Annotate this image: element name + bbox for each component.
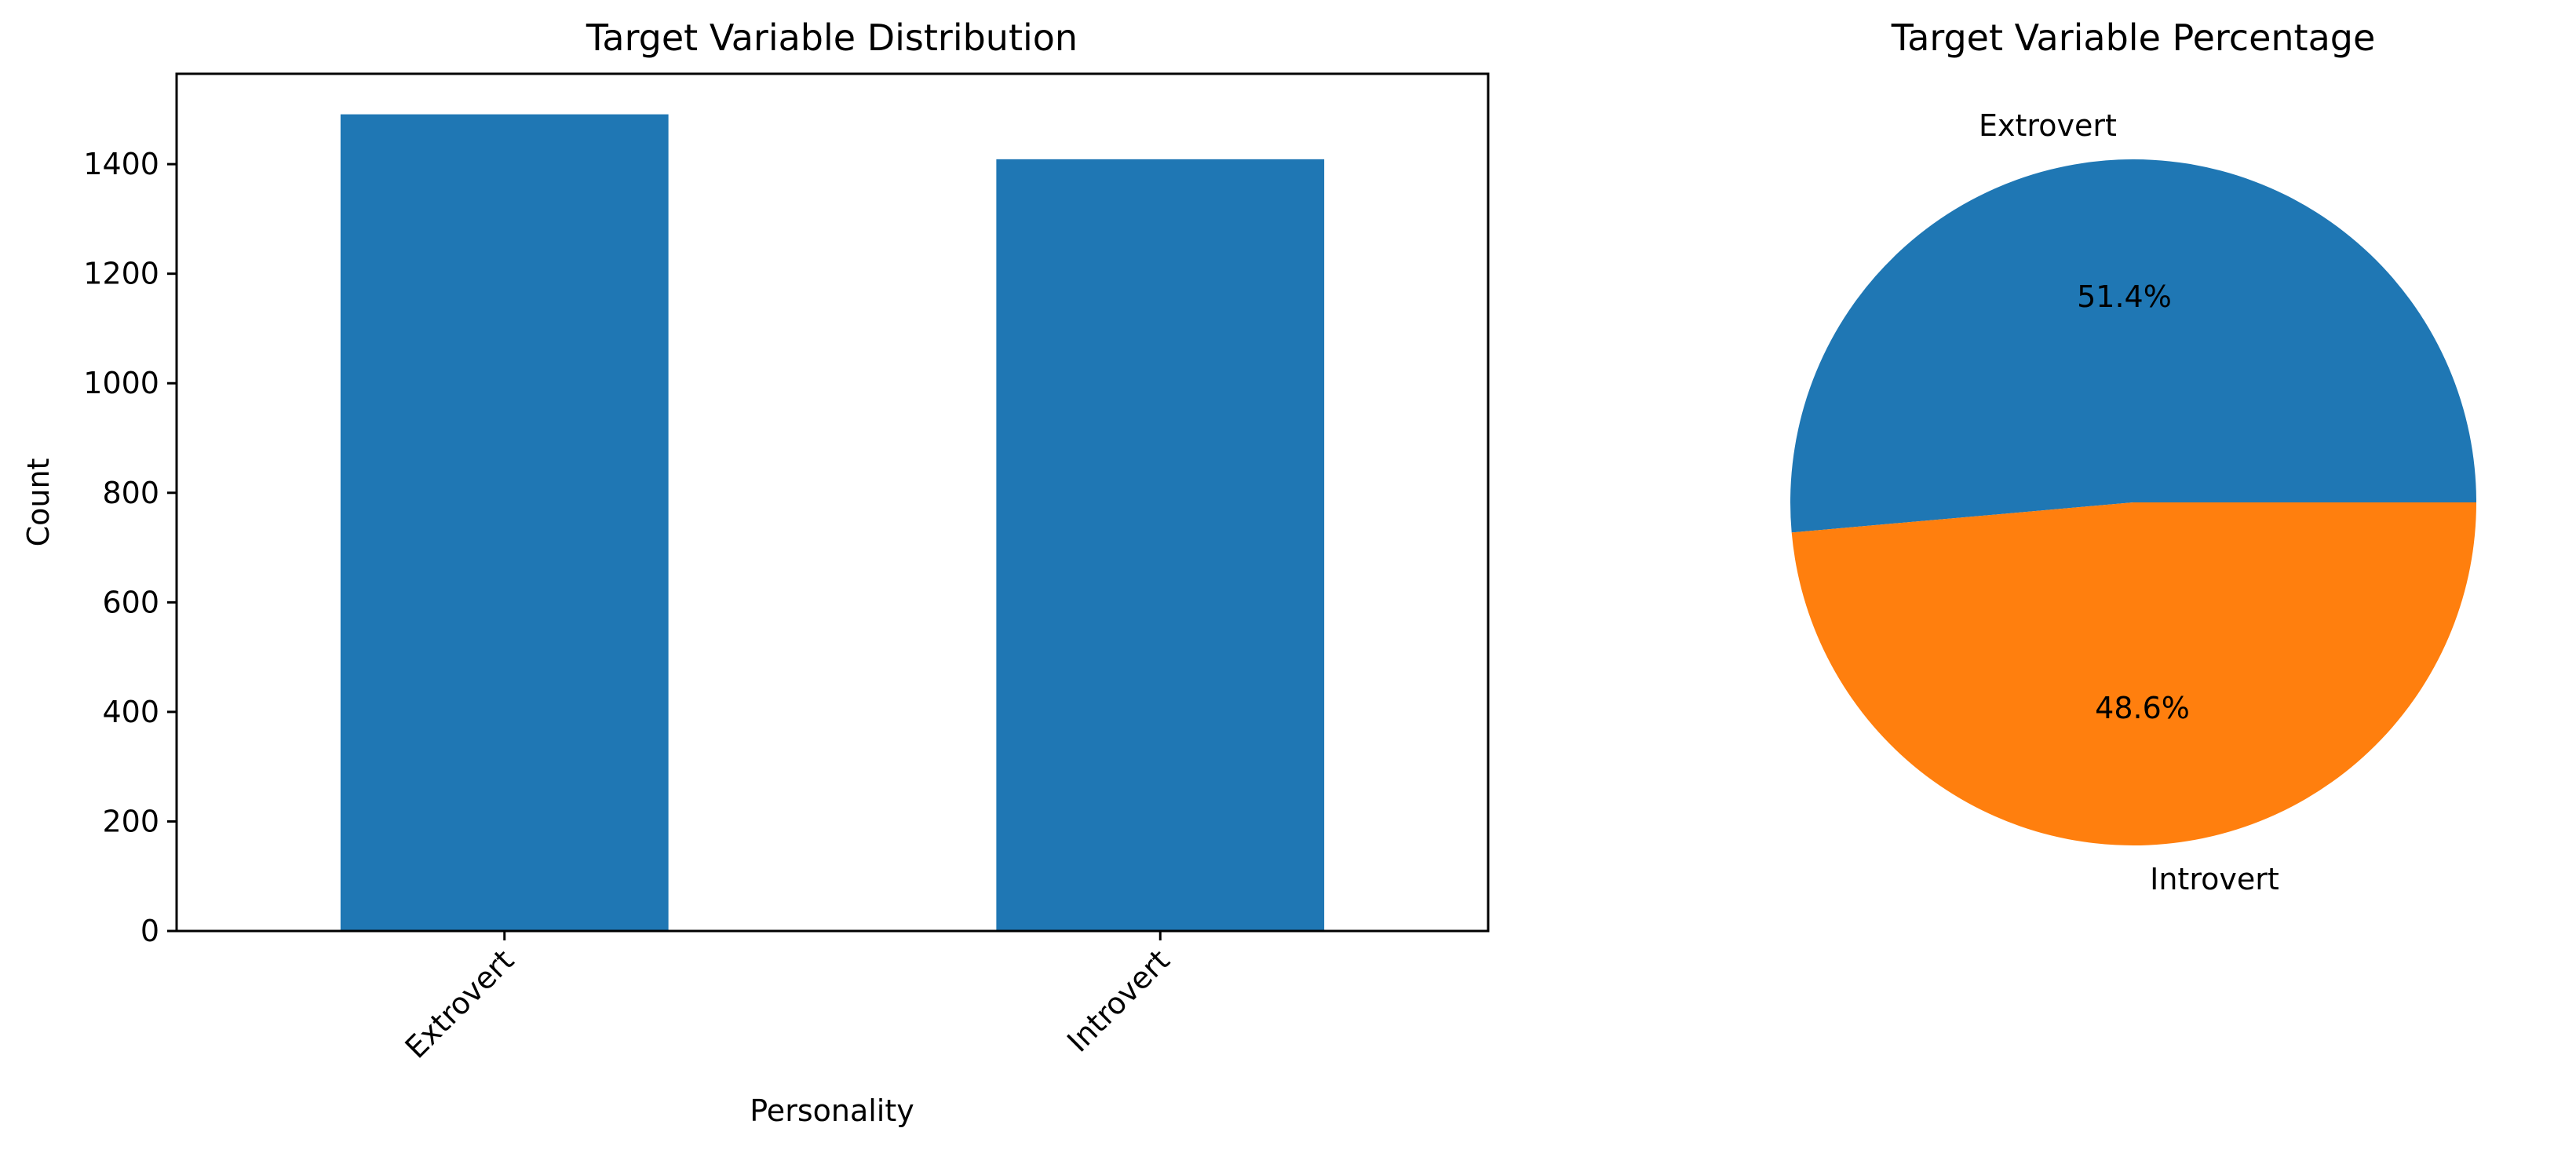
pie-pct-introvert: 48.6% — [2095, 691, 2190, 725]
bar-introvert — [996, 159, 1325, 931]
y-tick-label: 400 — [102, 695, 159, 729]
pie-labels: Extrovert 51.4% Introvert 48.6% — [1979, 108, 2279, 896]
y-axis-ticks: 0 200 400 600 800 1000 1200 1400 — [83, 147, 177, 948]
y-tick-label: 800 — [102, 476, 159, 510]
x-tick-label-extrovert: Extrovert — [399, 943, 520, 1064]
y-tick-label: 1200 — [83, 257, 159, 291]
pie-chart: Target Variable Percentage Extrovert 51.4… — [1790, 16, 2476, 896]
bar-chart: Target Variable Distribution 0 200 400 600 8… — [21, 16, 1490, 1128]
x-tick-label-introvert: Introvert — [1060, 943, 1177, 1059]
y-tick-label: 200 — [102, 804, 159, 838]
y-tick-label: 1000 — [83, 366, 159, 400]
y-tick-label: 1400 — [83, 147, 159, 181]
pie-chart-title: Target Variable Percentage — [1891, 16, 2376, 59]
pie-pct-extrovert: 51.4% — [2077, 279, 2172, 314]
x-axis-label: Personality — [750, 1093, 914, 1128]
pie-slice-extrovert — [1790, 159, 2476, 533]
pie-label-extrovert: Extrovert — [1979, 108, 2117, 143]
bar-extrovert — [340, 114, 669, 931]
pie-label-introvert: Introvert — [2150, 862, 2279, 896]
bar-chart-title: Target Variable Distribution — [586, 16, 1078, 59]
pie-slices — [1790, 159, 2476, 845]
y-tick-label: 600 — [102, 585, 159, 619]
y-axis-label: Count — [21, 458, 56, 547]
plot-frame — [175, 72, 1490, 933]
y-tick-label: 0 — [140, 914, 159, 948]
bar-series — [340, 114, 1325, 931]
x-axis-ticks: Extrovert Introvert — [399, 931, 1177, 1065]
pie-slice-introvert — [1791, 502, 2476, 845]
